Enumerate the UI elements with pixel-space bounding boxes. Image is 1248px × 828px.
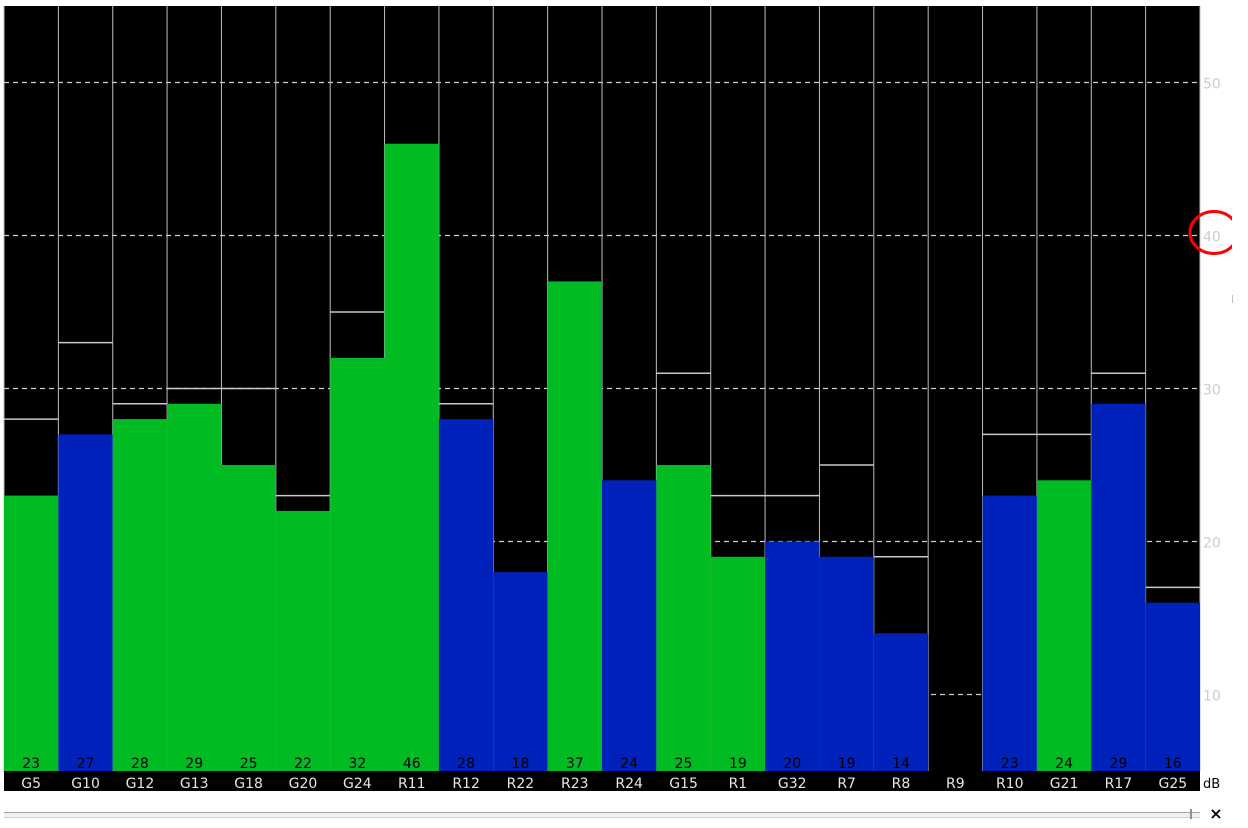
value-label-R10: 23: [1001, 756, 1019, 772]
category-label-G10: G10: [71, 776, 100, 792]
category-label-G21: G21: [1050, 776, 1079, 792]
bar-G32: [765, 541, 820, 771]
scrollbar-grip[interactable]: [1190, 809, 1192, 819]
value-label-G20: 22: [294, 756, 312, 772]
window-bottom-bar: ×: [0, 796, 1248, 828]
category-axis: G5 G10 G12 G13 G18 G20 G24 R11 R12 R22 R23 R24 G15 R1…: [4, 771, 1200, 792]
horizontal-scrollbar[interactable]: [4, 812, 1200, 818]
value-labels: 23 27 28 29 25 22 32 46 28 18 37 24 25 19 20 19 14 23 24 29…: [22, 756, 1182, 772]
category-label-G12: G12: [126, 776, 155, 792]
category-label-R24: R24: [615, 776, 643, 792]
category-label-G25: G25: [1158, 776, 1187, 792]
window-edge-mark: [1232, 295, 1233, 303]
value-label-R1: 19: [729, 756, 747, 772]
category-label-R1: R1: [729, 776, 748, 792]
category-label-R22: R22: [507, 776, 535, 792]
y-tick-label-40: 40: [1203, 230, 1221, 246]
y-tick-label-20: 20: [1203, 536, 1221, 552]
category-label-R17: R17: [1105, 776, 1133, 792]
value-label-G10: 27: [77, 756, 95, 772]
bar-G24: [330, 357, 385, 771]
value-label-G21: 24: [1055, 756, 1073, 772]
bar-R22: [493, 572, 548, 771]
value-label-G12: 28: [131, 756, 149, 772]
bar-G13: [167, 403, 222, 771]
bars: [4, 143, 1200, 771]
category-label-G15: G15: [669, 776, 698, 792]
category-label-R10: R10: [996, 776, 1024, 792]
value-label-G15: 25: [675, 756, 693, 772]
value-label-R22: 18: [512, 756, 530, 772]
bar-G20: [275, 510, 331, 771]
value-label-R11: 46: [403, 756, 421, 772]
bar-G18: [221, 465, 276, 771]
y-tick-label-10: 10: [1203, 689, 1221, 705]
bar-G25: [1145, 602, 1200, 771]
bar-R24: [602, 480, 657, 771]
category-label-G24: G24: [343, 776, 372, 792]
bar-G21: [1036, 480, 1092, 771]
snr-bar-chart: 23 27 28 29 25 22 32 46 28 18 37 24 25 19 20 19 14 23 24 29…: [3, 6, 1240, 792]
category-label-G20: G20: [289, 776, 318, 792]
y-tick-label-50: 50: [1203, 77, 1221, 93]
category-label-R8: R8: [892, 776, 911, 792]
value-label-R24: 24: [620, 756, 638, 772]
category-label-G32: G32: [778, 776, 807, 792]
bar-R8: [873, 633, 929, 771]
category-label-G13: G13: [180, 776, 209, 792]
bar-G5: [4, 495, 59, 771]
close-button[interactable]: ×: [1209, 804, 1223, 823]
category-label-G5: G5: [21, 776, 41, 792]
bar-R1: [710, 556, 766, 771]
value-label-R7: 19: [838, 756, 856, 772]
value-label-R12: 28: [457, 756, 475, 772]
y-tick-label-30: 30: [1203, 383, 1221, 399]
value-label-G25: 16: [1164, 756, 1182, 772]
bar-R10: [982, 495, 1037, 771]
category-label-G18: G18: [234, 776, 263, 792]
bar-R17: [1091, 403, 1146, 771]
value-label-G13: 29: [185, 756, 203, 772]
window-right-edge: [1232, 0, 1248, 796]
value-label-G32: 20: [783, 756, 801, 772]
value-label-R8: 14: [892, 756, 910, 772]
value-label-G18: 25: [240, 756, 258, 772]
bar-R12: [438, 419, 494, 771]
value-label-G24: 32: [348, 756, 366, 772]
value-label-G5: 23: [22, 756, 40, 772]
bar-R11: [384, 143, 439, 771]
category-label-R12: R12: [452, 776, 480, 792]
category-strip: [4, 771, 1200, 791]
bar-R23: [547, 281, 602, 771]
value-label-R17: 29: [1110, 756, 1128, 772]
category-label-R23: R23: [561, 776, 589, 792]
y-axis: 10 20 30 40 50: [1203, 77, 1221, 705]
category-label-R11: R11: [398, 776, 426, 792]
category-label-R7: R7: [837, 776, 856, 792]
unit-label: dB: [1203, 777, 1220, 792]
value-label-R23: 37: [566, 756, 584, 772]
category-label-R9: R9: [946, 776, 965, 792]
bar-R7: [819, 556, 874, 771]
bar-G15: [656, 465, 711, 771]
bar-G10: [58, 434, 113, 771]
bar-G12: [112, 419, 168, 771]
